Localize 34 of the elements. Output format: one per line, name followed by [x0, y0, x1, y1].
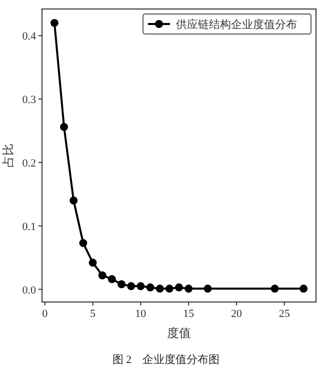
point [156, 284, 164, 293]
legend-label: 供应链结构企业度值分布 [176, 18, 297, 31]
y-tick-label: 0.1 [22, 220, 36, 233]
point [118, 280, 126, 288]
point [184, 284, 193, 293]
y-tick-label: 0.4 [22, 30, 36, 43]
x-tick-label: 0 [42, 308, 48, 320]
point [60, 122, 68, 131]
point [204, 284, 212, 293]
x-axis-title: 度值 [167, 326, 191, 340]
point [165, 284, 174, 293]
point [88, 258, 97, 267]
y-tick-label: 0.0 [22, 284, 36, 296]
x-tick-label: 10 [135, 308, 147, 320]
y-tick-label: 0.3 [22, 94, 36, 106]
caption: 图 2 企业度值分布图 [112, 353, 220, 366]
point [79, 239, 88, 248]
point [50, 18, 58, 27]
point [146, 283, 154, 292]
point [70, 196, 78, 205]
point [136, 282, 145, 290]
x-tick-label: 5 [90, 308, 96, 320]
point [175, 283, 183, 292]
point [270, 284, 279, 293]
legend: 供应链结构企业度值分布 [142, 14, 312, 34]
point [127, 282, 136, 290]
x-tick-label: 15 [183, 308, 195, 320]
y-tick-label: 0.2 [22, 157, 36, 170]
point [300, 284, 308, 293]
y-axis-title: 占比 [1, 144, 15, 168]
point [108, 275, 116, 284]
point [98, 271, 106, 280]
x-tick-label: 25 [278, 308, 290, 320]
x-tick-label: 20 [230, 308, 242, 320]
